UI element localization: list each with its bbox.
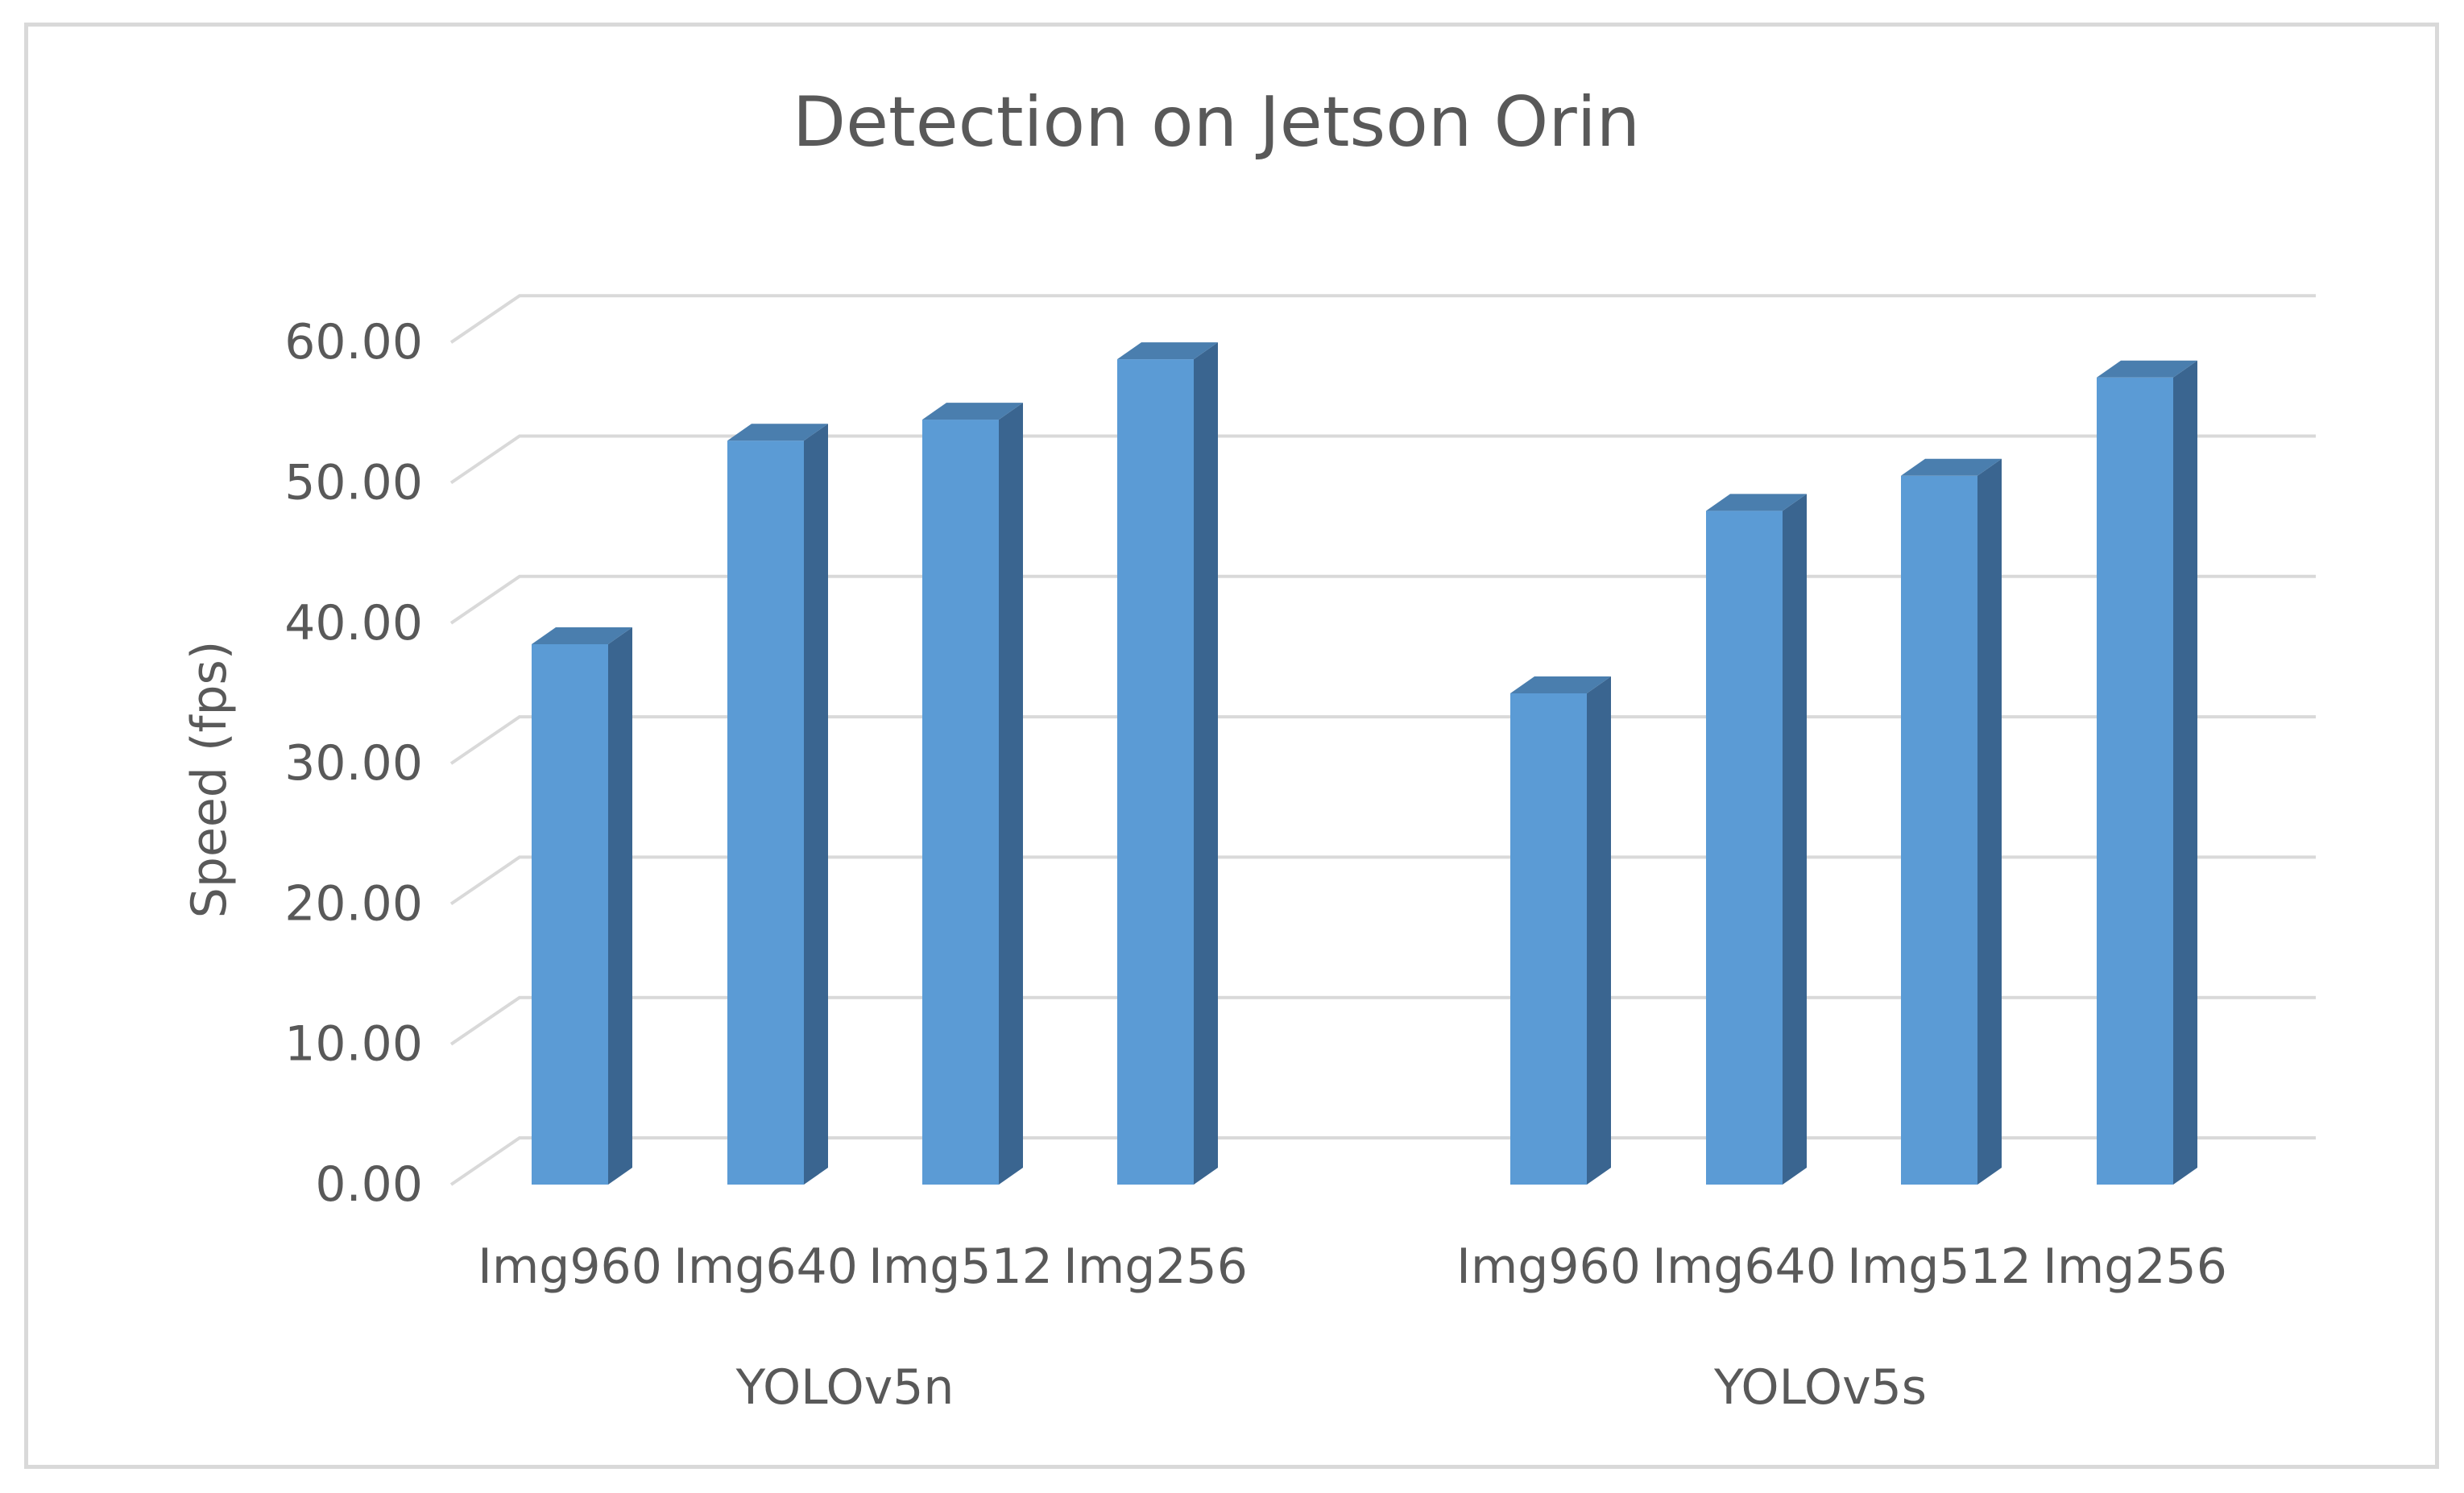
x-category-label: Img256 bbox=[2043, 1239, 2227, 1295]
gridline bbox=[449, 294, 2316, 344]
y-tick-label: 20.00 bbox=[284, 875, 423, 932]
chart-svg: Detection on Jetson Orin Speed (fps) 0.0… bbox=[181, 82, 2316, 1416]
grid-layer bbox=[449, 294, 2316, 1186]
x-category-label: Img960 bbox=[478, 1239, 662, 1295]
bar-top bbox=[2097, 360, 2197, 378]
y-tick-label: 60.00 bbox=[284, 314, 423, 370]
bars-layer bbox=[532, 342, 2197, 1185]
x-category-label: Img640 bbox=[673, 1239, 858, 1295]
chart-title: Detection on Jetson Orin bbox=[793, 82, 1640, 163]
bar-top bbox=[532, 627, 632, 644]
bar-top bbox=[1117, 342, 1218, 360]
bar-side bbox=[1977, 458, 2002, 1185]
bar-top bbox=[922, 403, 1023, 420]
y-axis-label: Speed (fps) bbox=[181, 641, 238, 918]
bar-side bbox=[804, 424, 828, 1185]
y-tick-label: 10.00 bbox=[284, 1016, 423, 1073]
x-category-label: Img256 bbox=[1063, 1239, 1248, 1295]
x-category-label: Img640 bbox=[1652, 1239, 1837, 1295]
bar-side bbox=[1783, 494, 1807, 1185]
bar-side bbox=[1194, 342, 1218, 1185]
y-tick-label: 50.00 bbox=[284, 455, 423, 511]
y-tick-label: 0.00 bbox=[315, 1156, 423, 1213]
chart-frame: Detection on Jetson Orin Speed (fps) 0.0… bbox=[24, 23, 2439, 1469]
x-category-label: Img512 bbox=[868, 1239, 1053, 1295]
bar-front bbox=[727, 440, 804, 1185]
gridline bbox=[449, 434, 2316, 485]
y-tick-label: 40.00 bbox=[284, 595, 423, 651]
bar-top bbox=[1510, 676, 1611, 693]
x-category-label: Img960 bbox=[1456, 1239, 1641, 1295]
bar-front bbox=[1706, 511, 1783, 1185]
bar-front bbox=[922, 420, 999, 1185]
bar-side bbox=[1587, 676, 1611, 1185]
bar-side bbox=[608, 627, 632, 1185]
bar-front bbox=[1901, 475, 1977, 1185]
x-group-label: YOLOv5s bbox=[1713, 1359, 1927, 1416]
bar-side bbox=[2173, 360, 2197, 1185]
x-category-label: Img512 bbox=[1847, 1239, 2031, 1295]
bar-front bbox=[1510, 693, 1587, 1185]
bar-top bbox=[727, 424, 828, 441]
x-group-label: YOLOv5n bbox=[735, 1359, 955, 1416]
y-tick-label: 30.00 bbox=[284, 735, 423, 792]
bar-side bbox=[999, 403, 1023, 1185]
bar-front bbox=[2097, 377, 2173, 1185]
text-layer: Detection on Jetson Orin Speed (fps) 0.0… bbox=[181, 82, 2227, 1416]
bar-front bbox=[1117, 359, 1194, 1185]
bar-front bbox=[532, 643, 608, 1185]
bar-top bbox=[1706, 494, 1807, 511]
bar-top bbox=[1901, 458, 2002, 476]
